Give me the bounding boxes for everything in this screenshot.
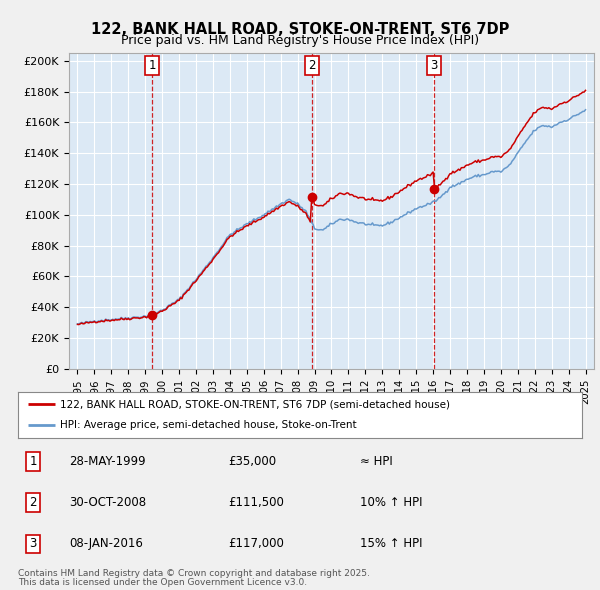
Text: 3: 3 [430, 59, 437, 72]
Text: ≈ HPI: ≈ HPI [360, 455, 393, 468]
Text: 15% ↑ HPI: 15% ↑ HPI [360, 537, 422, 550]
Text: 3: 3 [29, 537, 37, 550]
Text: 1: 1 [29, 455, 37, 468]
Text: 122, BANK HALL ROAD, STOKE-ON-TRENT, ST6 7DP (semi-detached house): 122, BANK HALL ROAD, STOKE-ON-TRENT, ST6… [60, 399, 450, 409]
Text: 1: 1 [148, 59, 156, 72]
Text: HPI: Average price, semi-detached house, Stoke-on-Trent: HPI: Average price, semi-detached house,… [60, 420, 357, 430]
Text: 10% ↑ HPI: 10% ↑ HPI [360, 496, 422, 509]
Text: This data is licensed under the Open Government Licence v3.0.: This data is licensed under the Open Gov… [18, 578, 307, 588]
Text: 28-MAY-1999: 28-MAY-1999 [69, 455, 146, 468]
Text: £111,500: £111,500 [228, 496, 284, 509]
Text: £35,000: £35,000 [228, 455, 276, 468]
Text: Contains HM Land Registry data © Crown copyright and database right 2025.: Contains HM Land Registry data © Crown c… [18, 569, 370, 578]
Text: 2: 2 [308, 59, 316, 72]
Text: £117,000: £117,000 [228, 537, 284, 550]
Text: 30-OCT-2008: 30-OCT-2008 [69, 496, 146, 509]
Text: 08-JAN-2016: 08-JAN-2016 [69, 537, 143, 550]
Text: 2: 2 [29, 496, 37, 509]
Text: Price paid vs. HM Land Registry's House Price Index (HPI): Price paid vs. HM Land Registry's House … [121, 34, 479, 47]
Text: 122, BANK HALL ROAD, STOKE-ON-TRENT, ST6 7DP: 122, BANK HALL ROAD, STOKE-ON-TRENT, ST6… [91, 22, 509, 37]
